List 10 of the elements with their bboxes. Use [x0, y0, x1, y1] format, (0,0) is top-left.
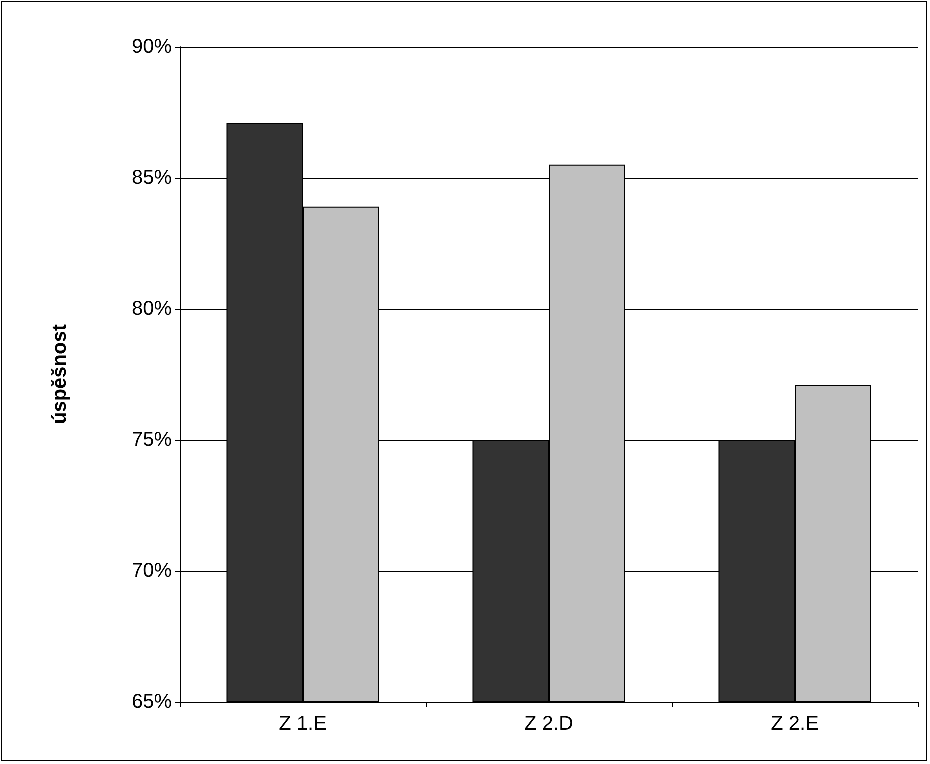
y-tick-label: 75% [132, 429, 172, 451]
y-tick-label: 65% [132, 691, 172, 713]
x-tick-label: Z 2.E [771, 713, 819, 735]
y-tick-label: 90% [132, 36, 172, 58]
y-tick-label: 70% [132, 560, 172, 582]
y-tick-label: 85% [132, 167, 172, 189]
x-tick-label: Z 1.E [279, 713, 327, 735]
y-tick-label: 80% [132, 298, 172, 320]
y-axis-title: úspěšnost [49, 324, 71, 425]
x-tick-label: Z 2.D [524, 713, 574, 735]
